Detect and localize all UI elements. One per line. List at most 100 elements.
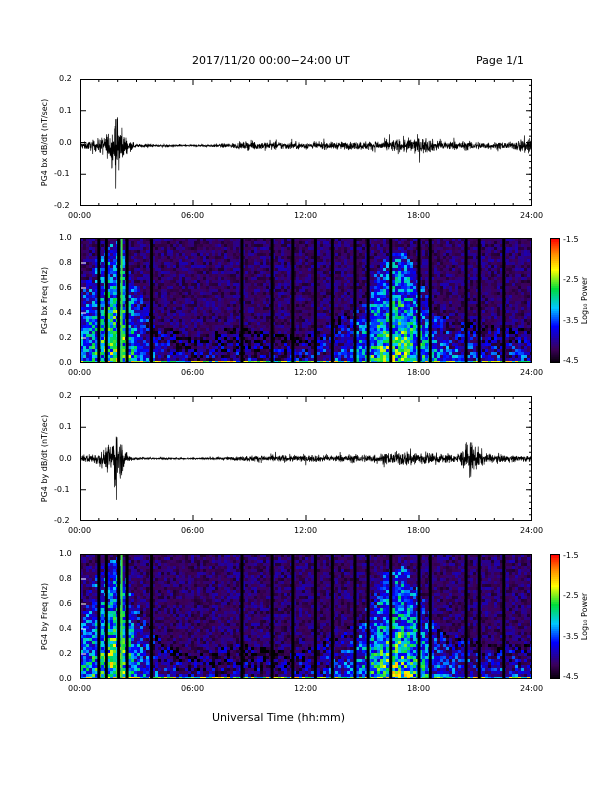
spectrogram-cell (92, 361, 95, 363)
spectrogram-cell (155, 298, 158, 301)
spectrogram-cell (356, 352, 359, 355)
x-axis-title: Universal Time (hh:mm) (212, 711, 345, 724)
spectrogram-cell (329, 346, 332, 349)
spectrogram-cell (338, 286, 341, 289)
spectrogram-cell (281, 289, 284, 292)
spectrogram-cell (158, 295, 161, 298)
spectrogram-cell (188, 349, 191, 352)
spectrogram-cell (209, 280, 212, 283)
spectrogram-cell (212, 325, 215, 328)
spectrogram-cell (221, 238, 224, 241)
spectrogram-cell (218, 334, 221, 337)
spectrogram-cell (254, 292, 257, 295)
spectrogram-cell (191, 331, 194, 334)
spectrogram-cell (110, 307, 113, 310)
spectrogram-cell (110, 340, 113, 343)
spectrogram-cell (323, 262, 326, 265)
spectrogram-cell (251, 283, 254, 286)
spectrogram-cell (224, 304, 227, 307)
spectrogram-cell (329, 244, 332, 247)
spectrogram-cell (131, 322, 134, 325)
spectrogram-cell (209, 334, 212, 337)
spectrogram-cell (167, 304, 170, 307)
spectrogram-cell (134, 295, 137, 298)
spectrogram-cell (311, 259, 314, 262)
spectrogram-cell (218, 331, 221, 334)
spectrogram-cell (203, 310, 206, 313)
spectrogram-cell (164, 256, 167, 259)
spectrogram-cell (362, 316, 365, 319)
spectrogram-cell (236, 331, 239, 334)
spectrogram-cell (128, 316, 131, 319)
spectrogram-cell (161, 328, 164, 331)
spectrogram-cell (161, 253, 164, 256)
spectrogram-cell (296, 238, 299, 241)
spectrogram-cell (320, 352, 323, 355)
spectrogram-cell (206, 238, 209, 241)
spectrogram-cell (311, 361, 314, 363)
spectrogram-cell (80, 301, 83, 304)
spectrogram-cell (380, 301, 383, 304)
spectrogram-cell (422, 313, 425, 316)
spectrogram-cell (179, 334, 182, 337)
spectrogram-cell (260, 292, 263, 295)
spectrogram-cell (395, 340, 398, 343)
spectrogram-cell (329, 322, 332, 325)
spectrogram-cell (230, 325, 233, 328)
spectrogram-cell (392, 343, 395, 346)
spectrogram-cell (143, 253, 146, 256)
spectrogram-cell (383, 319, 386, 322)
spectrogram-cell (329, 328, 332, 331)
spectrogram-cell (176, 355, 179, 358)
spectrogram-cell (245, 247, 248, 250)
spectrogram-cell (377, 277, 380, 280)
spectrogram-cell (248, 346, 251, 349)
spectrogram-cell (86, 340, 89, 343)
spectrogram-cell (152, 244, 155, 247)
spectrogram-cell (248, 271, 251, 274)
spectrogram-cell (203, 298, 206, 301)
spectrogram-cell (179, 328, 182, 331)
spectrogram-cell (161, 256, 164, 259)
spectrogram-cell (164, 262, 167, 265)
spectrogram-cell (338, 361, 341, 363)
spectrogram-cell (176, 331, 179, 334)
spectrogram-cell (212, 253, 215, 256)
spectrogram-cell (203, 280, 206, 283)
spectrogram-cell (404, 259, 407, 262)
spectrogram-cell (236, 313, 239, 316)
spectrogram-cell (341, 340, 344, 343)
spectrogram-cell (101, 286, 104, 289)
spectrogram-cell (359, 331, 362, 334)
spectrogram-cell (386, 298, 389, 301)
spectrogram-cell (341, 361, 344, 363)
spectrogram-cell (182, 286, 185, 289)
spectrogram-cell (338, 262, 341, 265)
spectrogram-cell (89, 307, 92, 310)
spectrogram-cell (212, 268, 215, 271)
spectrogram-cell (110, 271, 113, 274)
spectrogram-cell (176, 250, 179, 253)
spectrogram-cell (350, 358, 353, 361)
spectrogram-cell (197, 265, 200, 268)
spectrogram-cell (410, 265, 413, 268)
spectrogram-cell (395, 346, 398, 349)
spectrogram-cell (311, 280, 314, 283)
spectrogram-cell (299, 256, 302, 259)
spectrogram-cell (344, 328, 347, 331)
spectrogram-cell (386, 310, 389, 313)
spectrogram-cell (200, 250, 203, 253)
spectrogram-cell (173, 244, 176, 247)
spectrogram-cell (221, 244, 224, 247)
spectrogram-cell (254, 343, 257, 346)
spectrogram-cell (164, 298, 167, 301)
spectrogram-cell (107, 307, 110, 310)
spectrogram-cell (305, 352, 308, 355)
spectrogram-cell (266, 313, 269, 316)
spectrogram-cell (140, 253, 143, 256)
spectrogram-cell (338, 277, 341, 280)
spectrogram-cell (383, 325, 386, 328)
spectrogram-cell (350, 259, 353, 262)
spectrogram-cell (413, 313, 416, 316)
spectrogram-cell (182, 247, 185, 250)
